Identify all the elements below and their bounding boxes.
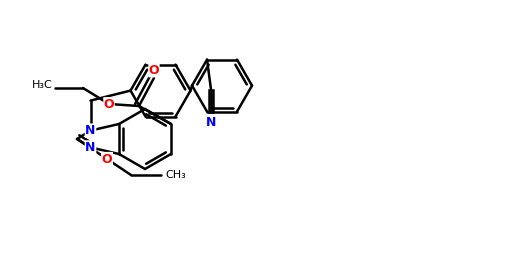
Text: N: N bbox=[206, 116, 216, 129]
Text: O: O bbox=[148, 64, 159, 77]
Text: O: O bbox=[103, 98, 114, 110]
Text: CH₃: CH₃ bbox=[165, 170, 186, 180]
Text: H₃C: H₃C bbox=[32, 80, 53, 90]
Text: N: N bbox=[86, 141, 96, 154]
Text: N: N bbox=[86, 124, 96, 137]
Text: O: O bbox=[102, 152, 112, 165]
